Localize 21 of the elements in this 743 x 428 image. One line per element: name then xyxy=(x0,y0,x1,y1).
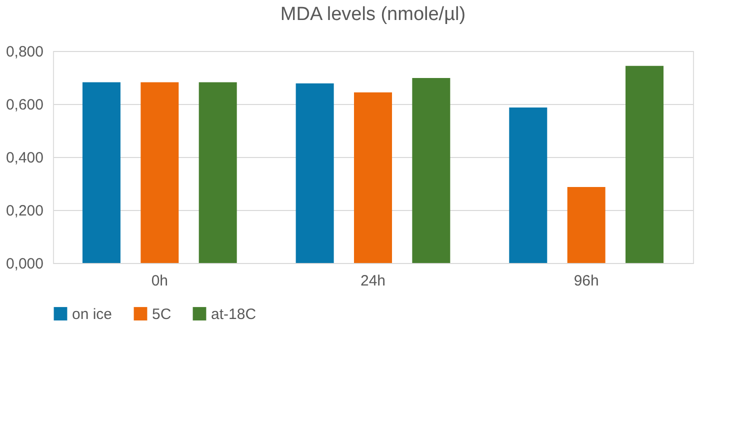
legend-label: at-18C xyxy=(211,306,256,323)
y-tick-label: 0,200 xyxy=(6,202,44,220)
y-tick-label: 0,000 xyxy=(6,256,44,272)
y-tick-label: 0,400 xyxy=(6,150,44,166)
y-tick-label: 0,800 xyxy=(6,44,44,60)
x-tick-label: 0h xyxy=(151,272,168,290)
x-tick-label: 96h xyxy=(574,272,599,290)
legend-label: 5C xyxy=(152,306,172,323)
bar xyxy=(626,66,664,263)
bar xyxy=(567,186,606,263)
bar xyxy=(82,82,120,263)
bar xyxy=(509,107,548,263)
chart-title: MDA levels (nmole/µl) xyxy=(280,4,466,25)
legend-label: on ice xyxy=(72,306,112,323)
bar xyxy=(412,78,450,263)
bar xyxy=(296,83,334,263)
bar xyxy=(140,82,179,263)
bar xyxy=(198,82,237,263)
y-tick-label: 0,600 xyxy=(6,96,44,114)
bar xyxy=(354,92,392,263)
x-tick-label: 24h xyxy=(360,272,386,290)
